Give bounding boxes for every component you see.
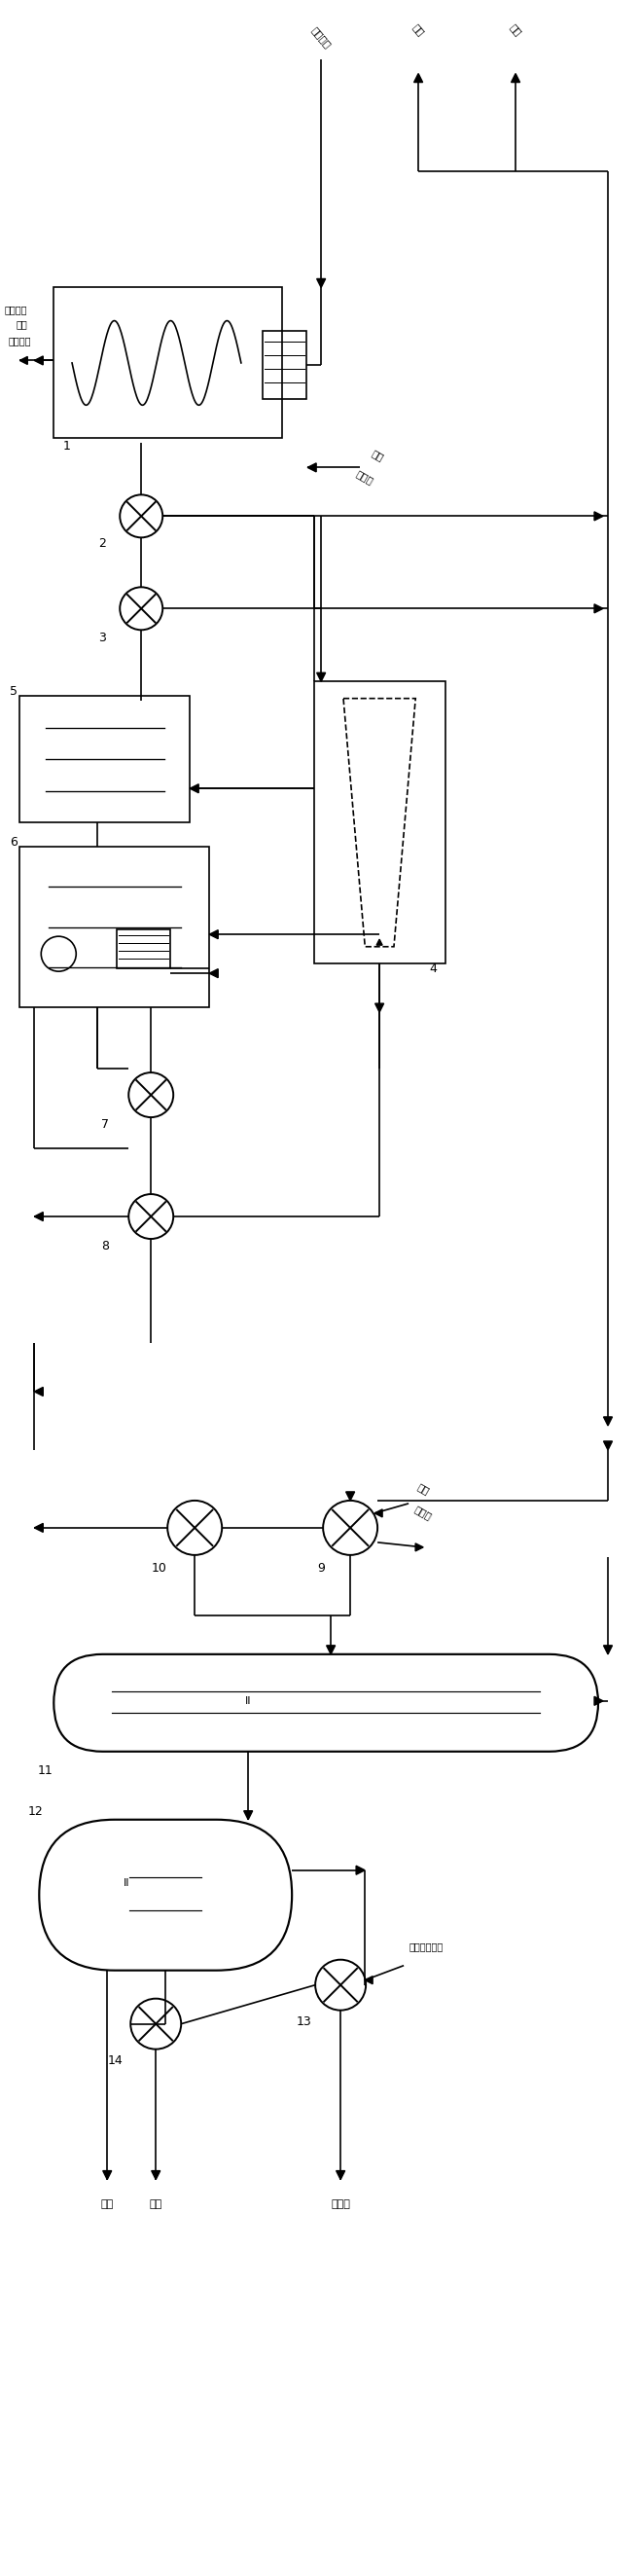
Polygon shape (346, 1492, 355, 1502)
Polygon shape (365, 1976, 372, 1984)
Polygon shape (376, 940, 382, 945)
Text: 8: 8 (101, 1239, 109, 1252)
Polygon shape (103, 2172, 111, 2179)
Bar (263, 332, 307, 399)
Text: 冷凝水出: 冷凝水出 (310, 26, 333, 49)
Text: 焦硫泡沫: 焦硫泡沫 (8, 337, 31, 345)
Polygon shape (244, 1811, 253, 1819)
Polygon shape (374, 1510, 382, 1517)
Polygon shape (336, 2172, 345, 2179)
Polygon shape (415, 1543, 423, 1551)
Polygon shape (35, 1522, 43, 1533)
Polygon shape (317, 672, 326, 683)
Text: 9: 9 (317, 1561, 325, 1574)
Polygon shape (35, 1213, 43, 1221)
Bar (117, 930, 170, 969)
Text: 硫磺浆: 硫磺浆 (331, 2200, 350, 2208)
Polygon shape (511, 75, 520, 82)
Polygon shape (595, 513, 603, 520)
Polygon shape (152, 2172, 160, 2179)
Polygon shape (35, 355, 43, 366)
Polygon shape (209, 930, 218, 938)
Text: 6: 6 (10, 835, 18, 848)
Text: 蒸汽: 蒸汽 (508, 23, 523, 39)
Polygon shape (595, 1698, 603, 1705)
Polygon shape (356, 1865, 365, 1875)
Polygon shape (604, 1440, 612, 1450)
Bar (20, 848, 209, 1007)
Polygon shape (604, 1646, 612, 1654)
Text: 蒸汽: 蒸汽 (411, 23, 426, 39)
Bar (54, 289, 282, 438)
Polygon shape (209, 969, 218, 979)
Text: 蒸汽: 蒸汽 (16, 319, 28, 330)
Text: 冷凝水: 冷凝水 (355, 469, 375, 487)
Text: 11: 11 (37, 1765, 52, 1777)
Text: 冷凝水: 冷凝水 (413, 1504, 433, 1522)
Text: 冷凝水出: 冷凝水出 (4, 304, 28, 314)
Polygon shape (20, 355, 28, 363)
Text: II: II (124, 1878, 130, 1888)
Text: 蒸汽: 蒸汽 (370, 448, 385, 464)
Polygon shape (326, 1646, 335, 1654)
Text: 3: 3 (99, 631, 106, 644)
Polygon shape (595, 605, 603, 613)
Polygon shape (190, 783, 198, 793)
Bar (20, 696, 190, 822)
Polygon shape (317, 278, 326, 289)
Polygon shape (375, 1005, 384, 1012)
Text: 7: 7 (101, 1118, 109, 1131)
Polygon shape (307, 464, 316, 471)
Text: 14: 14 (108, 2056, 123, 2066)
Text: 4: 4 (429, 961, 436, 974)
Text: 蒸汽: 蒸汽 (415, 1481, 431, 1497)
Polygon shape (604, 1417, 612, 1425)
Bar (314, 683, 445, 963)
Text: 蒸汽冷凝水出: 蒸汽冷凝水出 (408, 1942, 443, 1950)
Text: 10: 10 (151, 1561, 166, 1574)
Text: 12: 12 (28, 1806, 43, 1819)
Text: 13: 13 (296, 2014, 311, 2027)
Text: 2: 2 (99, 536, 106, 549)
Polygon shape (35, 1388, 43, 1396)
Text: 1: 1 (63, 440, 70, 453)
Text: 尾气: 尾气 (100, 2200, 114, 2208)
Polygon shape (414, 75, 422, 82)
Text: 液硫: 液硫 (149, 2200, 163, 2208)
Text: 5: 5 (10, 685, 18, 698)
Text: II: II (245, 1695, 252, 1705)
